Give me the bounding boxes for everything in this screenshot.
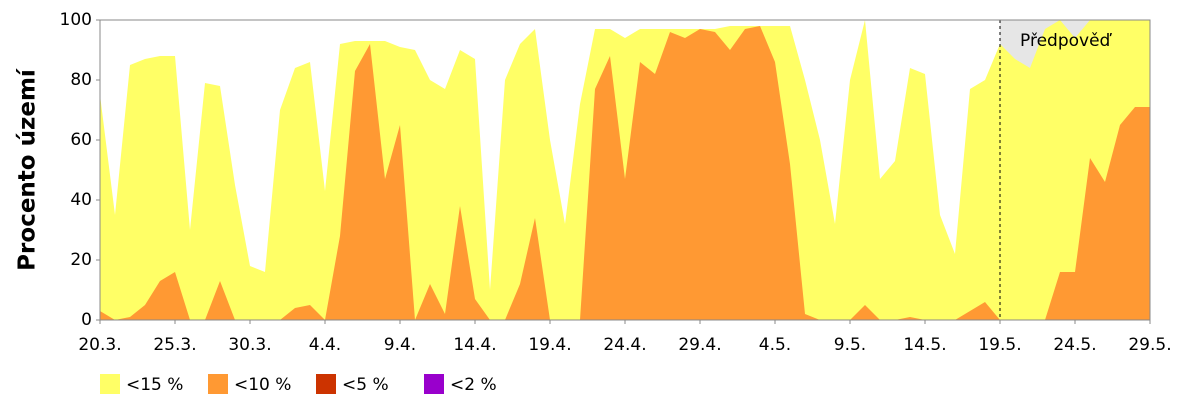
x-tick-label: 9.5. [834, 335, 866, 355]
x-tick-label: 25.3. [153, 335, 196, 355]
legend-swatch [100, 374, 120, 394]
y-tick-label: 40 [70, 190, 92, 210]
legend-label: <5 % [342, 375, 389, 395]
x-tick-label: 24.5. [1053, 335, 1096, 355]
x-tick-label: 29.5. [1128, 335, 1171, 355]
y-tick-label: 80 [70, 70, 92, 90]
legend-swatch [424, 374, 444, 394]
legend-swatch [316, 374, 336, 394]
x-tick-label: 9.4. [384, 335, 416, 355]
y-tick-label: 0 [81, 310, 92, 330]
x-tick-label: 4.4. [309, 335, 341, 355]
x-tick-label: 14.5. [903, 335, 946, 355]
x-tick-label: 29.4. [678, 335, 721, 355]
x-tick-label: 19.4. [528, 335, 571, 355]
legend-swatch [208, 374, 228, 394]
area [100, 26, 1150, 320]
x-tick-label: 4.5. [759, 335, 791, 355]
x-tick-label: 24.4. [603, 335, 646, 355]
x-tick-label: 19.5. [978, 335, 1021, 355]
annotation: Předpověď [1020, 31, 1113, 51]
y-tick-label: 20 [70, 250, 92, 270]
y-tick-label: 100 [60, 10, 92, 30]
legend-label: <2 % [450, 375, 497, 395]
y-axis-label: Procento území [15, 68, 41, 271]
y-tick-label: 60 [70, 130, 92, 150]
legend-label: <15 % [126, 375, 183, 395]
x-tick-label: 20.3. [78, 335, 121, 355]
x-tick-label: 14.4. [453, 335, 496, 355]
legend-label: <10 % [234, 375, 291, 395]
x-tick-label: 30.3. [228, 335, 271, 355]
